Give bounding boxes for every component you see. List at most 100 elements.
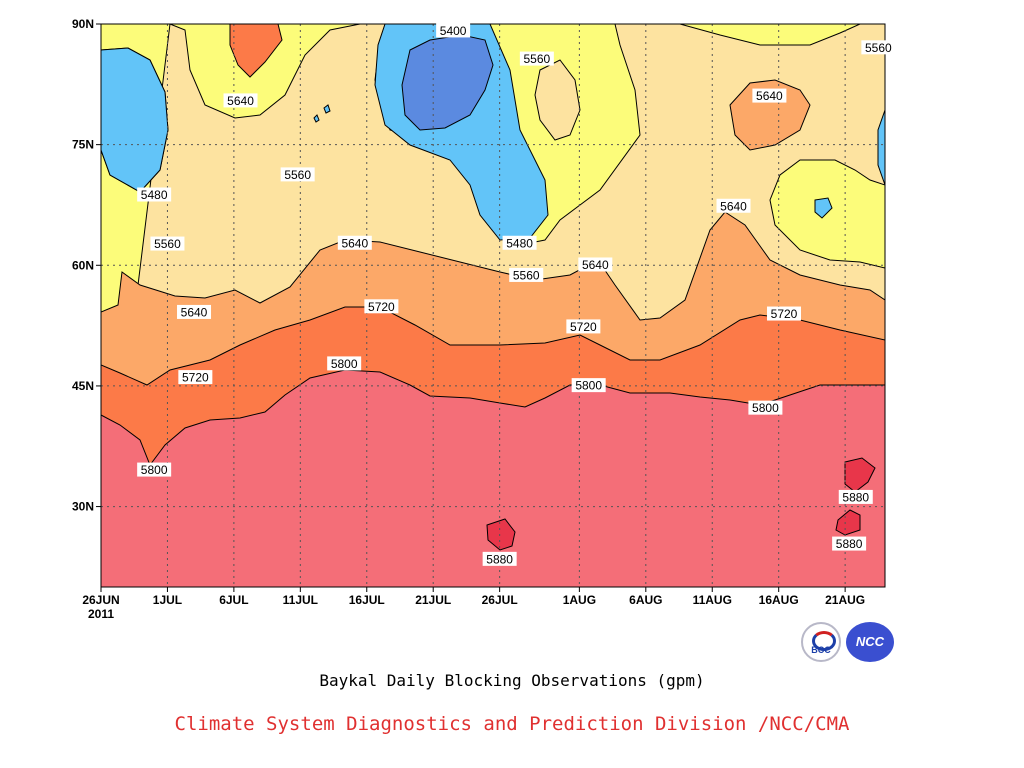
contour-label-bg [223, 93, 258, 108]
contour-label-bg [861, 40, 896, 55]
contour-label-bg [178, 370, 213, 385]
contour-label-bg [337, 235, 372, 250]
y-tick-label: 60N [72, 258, 94, 272]
contour-label: 5560 [280, 167, 315, 182]
bcc-logo-text: BCC [811, 645, 831, 655]
contour-label: 5640 [716, 198, 751, 213]
contour-label-text: 5880 [842, 490, 869, 504]
contour-label-bg [327, 356, 362, 371]
contour-label: 5480 [137, 187, 172, 202]
contour-label-text: 5640 [341, 236, 368, 250]
contour-label: 5560 [509, 267, 544, 282]
x-tick-label: 16JUL [349, 593, 385, 607]
contour-label-text: 5800 [141, 463, 168, 477]
contour-label-bg [482, 551, 517, 566]
contour-label-bg [578, 257, 613, 272]
band-5480-5560 [101, 24, 885, 241]
contour-label: 5400 [436, 23, 471, 38]
x-tick-label: 26JUN [82, 593, 119, 607]
contour-label-bg [832, 536, 867, 551]
contour-labels: 5400 5560 5560 5640 5640 5560 5480 5640 5560 5640… [137, 23, 896, 566]
y-tick-label: 45N [72, 379, 94, 393]
contour-label-text: 5800 [331, 357, 358, 371]
contour-label-text: 5560 [513, 268, 540, 282]
contour-label-bg [566, 319, 601, 334]
contour-label-text: 5560 [154, 237, 181, 251]
x-tick-label: 1JUL [153, 593, 182, 607]
x-tick-label: 21JUL [415, 593, 451, 607]
contour-label-bg [177, 304, 212, 319]
contour-label: 5720 [364, 299, 399, 314]
x-tick-label: 11JUL [283, 593, 318, 607]
contour-label: 5800 [748, 400, 783, 415]
ncc-logo-text: NCC [855, 634, 885, 649]
contour-label-text: 5640 [720, 199, 747, 213]
contour-label: 5560 [861, 40, 896, 55]
x-tick-label: 6JUL [219, 593, 248, 607]
contour-label-text: 5720 [771, 307, 798, 321]
contour-label-bg [502, 235, 537, 250]
contour-label-bg [519, 51, 554, 66]
contour-label: 5640 [177, 304, 212, 319]
x-year-label: 2011 [88, 607, 114, 621]
contour-label: 5720 [566, 319, 601, 334]
x-tick-label: 6AUG [629, 593, 662, 607]
contour-label-text: 5880 [486, 552, 513, 566]
contour-label: 5560 [519, 51, 554, 66]
contour-label-bg [436, 23, 471, 38]
contour-label: 5560 [150, 236, 185, 251]
chart-subtitle: Baykal Daily Blocking Observations (gpm) [319, 671, 705, 690]
x-tick-label: 11AUG [693, 593, 732, 607]
contour-label: 5880 [832, 536, 867, 551]
contour-label: 5720 [178, 370, 213, 385]
contour-label-bg [767, 306, 802, 321]
credit-text: Climate System Diagnostics and Predictio… [174, 713, 850, 735]
y-tick-label: 30N [72, 500, 94, 514]
contour-label-bg [137, 187, 172, 202]
contour-label-text: 5880 [836, 537, 863, 551]
contour-label-text: 5800 [575, 379, 602, 393]
contour-label-text: 5800 [752, 401, 779, 415]
contour-label: 5800 [327, 356, 362, 371]
contour-label-bg [571, 378, 606, 393]
contour-label-bg [364, 299, 399, 314]
contour-label: 5480 [502, 235, 537, 250]
contour-label-text: 5720 [182, 371, 209, 385]
y-tick-label: 90N [72, 17, 94, 31]
contour-label-text: 5560 [523, 52, 550, 66]
contour-label-bg [509, 267, 544, 282]
contour-label-bg [150, 236, 185, 251]
contour-label-text: 5720 [368, 300, 395, 314]
contour-label: 5880 [482, 551, 517, 566]
x-tick-label: 21AUG [825, 593, 865, 607]
contour-label: 5720 [767, 306, 802, 321]
ncc-logo: NCC [846, 622, 894, 662]
contour-label-text: 5720 [570, 320, 597, 334]
band-max-2 [844, 457, 876, 493]
contour-label-text: 5480 [506, 236, 533, 250]
axis-ticks: 26JUN 1JUL 6JUL 11JUL 16JUL 21JUL 26JUL 1AUG 6AU… [72, 17, 865, 621]
bcc-logo: BCC [801, 622, 841, 662]
bcc-emblem-icon [812, 631, 836, 651]
band-max-1 [486, 518, 516, 551]
contour-label-text: 5560 [284, 168, 311, 182]
contour-label: 5800 [137, 462, 172, 477]
contour-label: 5640 [578, 257, 613, 272]
y-tick-label: 75N [72, 138, 94, 152]
contour-label-bg [748, 400, 783, 415]
contour-label-text: 5640 [756, 89, 783, 103]
grid-lines [101, 24, 885, 587]
contour-label-bg [752, 88, 787, 103]
contour-label-text: 5640 [227, 94, 254, 108]
contour-label: 5880 [838, 489, 873, 504]
x-tick-label: 26JUL [482, 593, 518, 607]
contour-label: 5800 [571, 378, 606, 393]
contour-label: 5640 [223, 93, 258, 108]
contour-label-text: 5400 [440, 24, 467, 38]
contour-label-bg [280, 167, 315, 182]
contour-label-text: 5640 [181, 305, 208, 319]
x-tick-label: 1AUG [563, 593, 596, 607]
x-tick-label: 16AUG [759, 593, 799, 607]
band-max-3 [835, 509, 861, 536]
